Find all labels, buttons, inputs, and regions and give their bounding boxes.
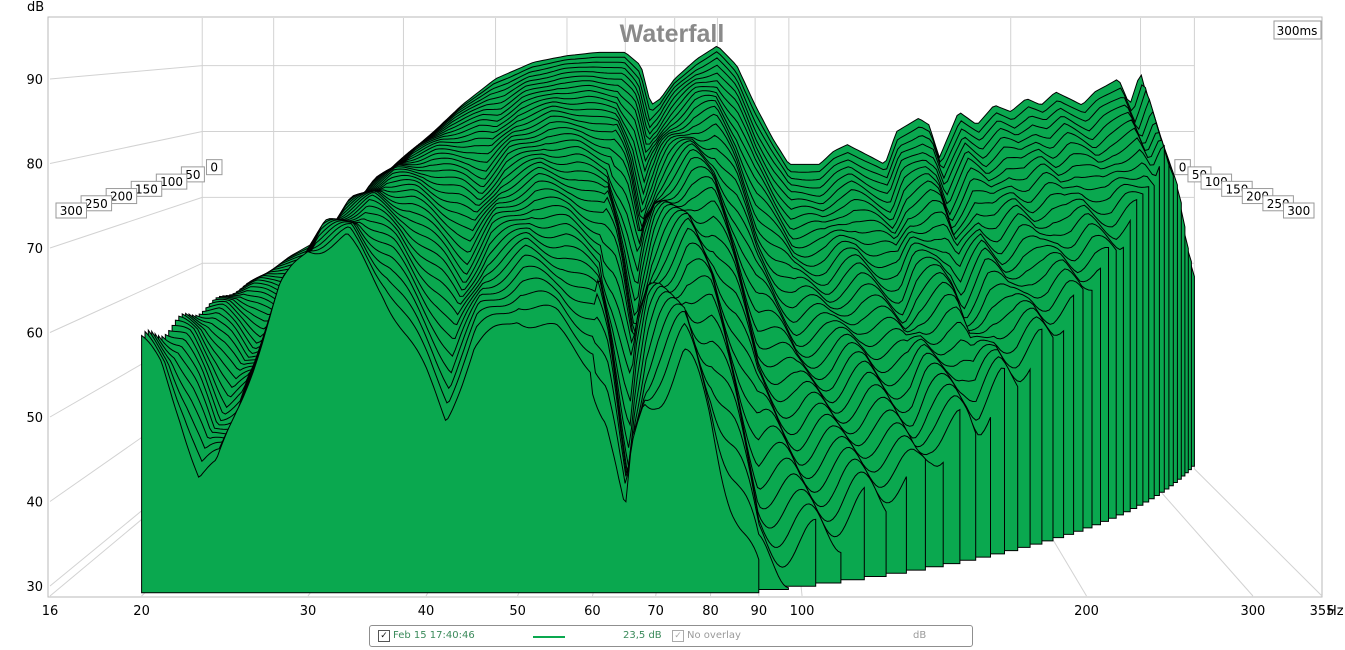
x-tick-label: 20: [133, 604, 150, 619]
svg-text:200: 200: [110, 190, 133, 204]
measurement-label: Feb 15 17:40:46: [393, 630, 475, 641]
y-axis-ticks: 30 40 50 60 70 80 90: [26, 73, 43, 595]
measurement-line-swatch: [533, 636, 565, 638]
x-tick-label: 30: [300, 604, 317, 619]
x-tick-label: 60: [584, 604, 601, 619]
x-tick-label: 80: [702, 604, 719, 619]
waterfall-slices: [141, 45, 1195, 594]
chart-title: Waterfall: [620, 20, 725, 48]
y-tick-label: 90: [26, 73, 43, 88]
svg-text:300: 300: [1287, 204, 1310, 218]
svg-text:0: 0: [1179, 161, 1187, 175]
time-tick-label: 300: [1283, 202, 1315, 219]
x-tick-label: 70: [647, 604, 664, 619]
overlay-label: No overlay: [687, 630, 741, 641]
x-axis-unit: Hz: [1327, 604, 1344, 619]
time-end-badge: 300ms: [1273, 20, 1322, 40]
svg-text:300: 300: [60, 204, 83, 218]
svg-text:0: 0: [210, 161, 218, 175]
svg-text:100: 100: [160, 175, 183, 189]
y-tick-label: 50: [26, 411, 43, 426]
time-tick-label: 0: [205, 159, 223, 176]
svg-text:250: 250: [85, 197, 108, 211]
time-tick-label: 200: [105, 188, 138, 205]
time-tick-label: 300: [55, 202, 87, 219]
time-tick-label: 150: [130, 180, 163, 197]
x-tick-label: 90: [751, 604, 768, 619]
waterfall-slice: [141, 233, 760, 594]
x-tick-label: 355: [1310, 604, 1335, 619]
x-tick-label: 100: [790, 604, 815, 619]
x-tick-label: 50: [509, 604, 526, 619]
y-tick-label: 70: [26, 242, 43, 257]
y-tick-label: 30: [26, 580, 43, 595]
x-tick-label: 300: [1241, 604, 1266, 619]
measurement-checkbox[interactable]: ✓: [378, 630, 390, 642]
y-tick-label: 40: [26, 496, 43, 511]
time-tick-label: 0: [1174, 159, 1191, 176]
x-tick-label: 200: [1074, 604, 1099, 619]
overlay-checkbox[interactable]: ✓: [672, 630, 684, 642]
legend-bar: ✓ Feb 15 17:40:46 23,5 dB ✓ No overlay d…: [369, 625, 973, 647]
y-tick-label: 80: [26, 158, 43, 173]
unit-label: dB: [913, 630, 927, 641]
level-label: 23,5 dB: [623, 630, 662, 641]
x-tick-label: 40: [418, 604, 435, 619]
time-end-label: 300ms: [1277, 24, 1318, 38]
y-axis-label: dB: [27, 0, 44, 15]
time-tick-label: 100: [155, 173, 188, 190]
x-tick-label: 16: [42, 604, 59, 619]
svg-text:50: 50: [185, 168, 200, 182]
svg-text:150: 150: [135, 182, 158, 196]
y-tick-label: 60: [26, 327, 43, 342]
